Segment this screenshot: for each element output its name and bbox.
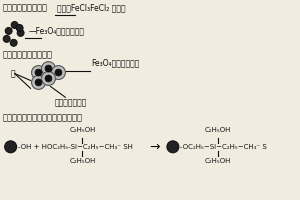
Circle shape <box>10 39 17 46</box>
Text: 磁性纳米颗粒的制备: 磁性纳米颗粒的制备 <box>3 3 48 12</box>
Text: 磁性纳米硅材料: 磁性纳米硅材料 <box>54 98 87 107</box>
Text: 硅: 硅 <box>11 69 15 78</box>
Text: —Fe₃O₄磁性纳米材料: —Fe₃O₄磁性纳米材料 <box>28 26 85 35</box>
Text: Fe₃O₄磁性纳米材料: Fe₃O₄磁性纳米材料 <box>91 59 140 68</box>
Circle shape <box>55 69 62 76</box>
Circle shape <box>32 66 46 79</box>
Circle shape <box>52 66 65 79</box>
Circle shape <box>5 27 12 34</box>
Text: C₂H₅OH: C₂H₅OH <box>69 127 95 133</box>
Circle shape <box>11 22 18 28</box>
Circle shape <box>16 24 23 31</box>
Text: →: → <box>150 140 160 153</box>
Circle shape <box>35 79 42 86</box>
Circle shape <box>35 69 42 76</box>
Circle shape <box>45 75 52 82</box>
Circle shape <box>45 65 52 72</box>
Circle shape <box>5 141 16 153</box>
Text: -OC₂H₅−Si−C₂H₅−CH₃⁻ S: -OC₂H₅−Si−C₂H₅−CH₃⁻ S <box>180 144 267 150</box>
Circle shape <box>17 29 24 36</box>
Text: C₂H₅OH: C₂H₅OH <box>205 158 231 164</box>
Circle shape <box>3 35 10 42</box>
Text: 磁性纳米硅材料的制备: 磁性纳米硅材料的制备 <box>3 51 53 60</box>
Circle shape <box>41 72 56 85</box>
Circle shape <box>32 76 46 89</box>
Text: -OH + HOC₂H₅-Si−C₂H₅−CH₃⁻ SH: -OH + HOC₂H₅-Si−C₂H₅−CH₃⁻ SH <box>18 144 133 150</box>
Circle shape <box>167 141 179 153</box>
Circle shape <box>41 62 56 76</box>
Text: 表面修饰巯基的磁性纳米材料的制备: 表面修饰巯基的磁性纳米材料的制备 <box>3 113 83 122</box>
Text: 一加入FeCl₃FeCl₂ 和氨水: 一加入FeCl₃FeCl₂ 和氨水 <box>57 3 126 12</box>
Text: C₂H₅OH: C₂H₅OH <box>69 158 95 164</box>
Text: C₂H₅OH: C₂H₅OH <box>205 127 231 133</box>
